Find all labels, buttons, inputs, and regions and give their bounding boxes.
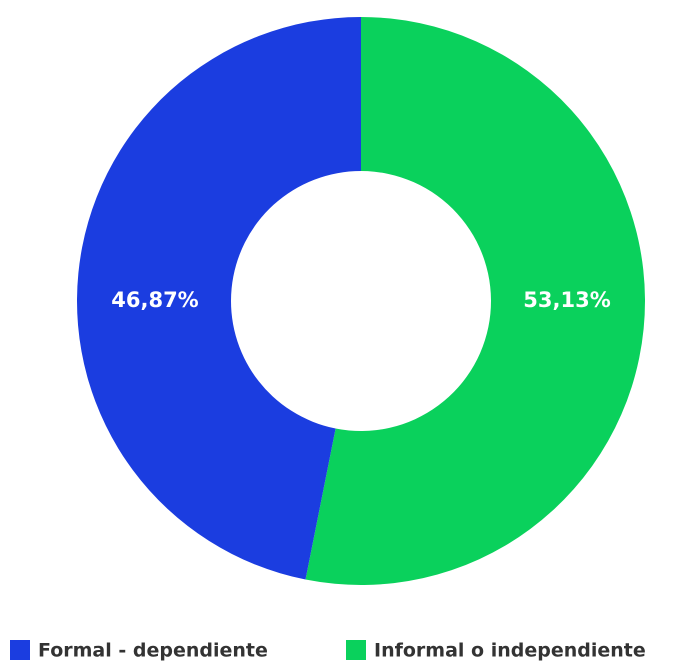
value-label: 46,87% bbox=[111, 288, 198, 312]
value-label: 53,13% bbox=[523, 288, 610, 312]
legend-label: Formal - dependiente bbox=[38, 640, 268, 662]
legend-label: Informal o independiente bbox=[374, 640, 646, 662]
legend-swatch bbox=[10, 640, 30, 660]
legend-swatch bbox=[346, 640, 366, 660]
donut-slice bbox=[305, 17, 646, 586]
donut-slice bbox=[77, 17, 362, 580]
